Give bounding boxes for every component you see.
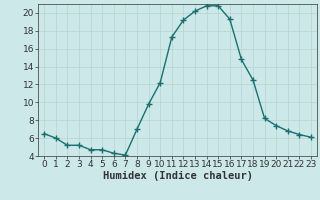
X-axis label: Humidex (Indice chaleur): Humidex (Indice chaleur) bbox=[103, 171, 252, 181]
